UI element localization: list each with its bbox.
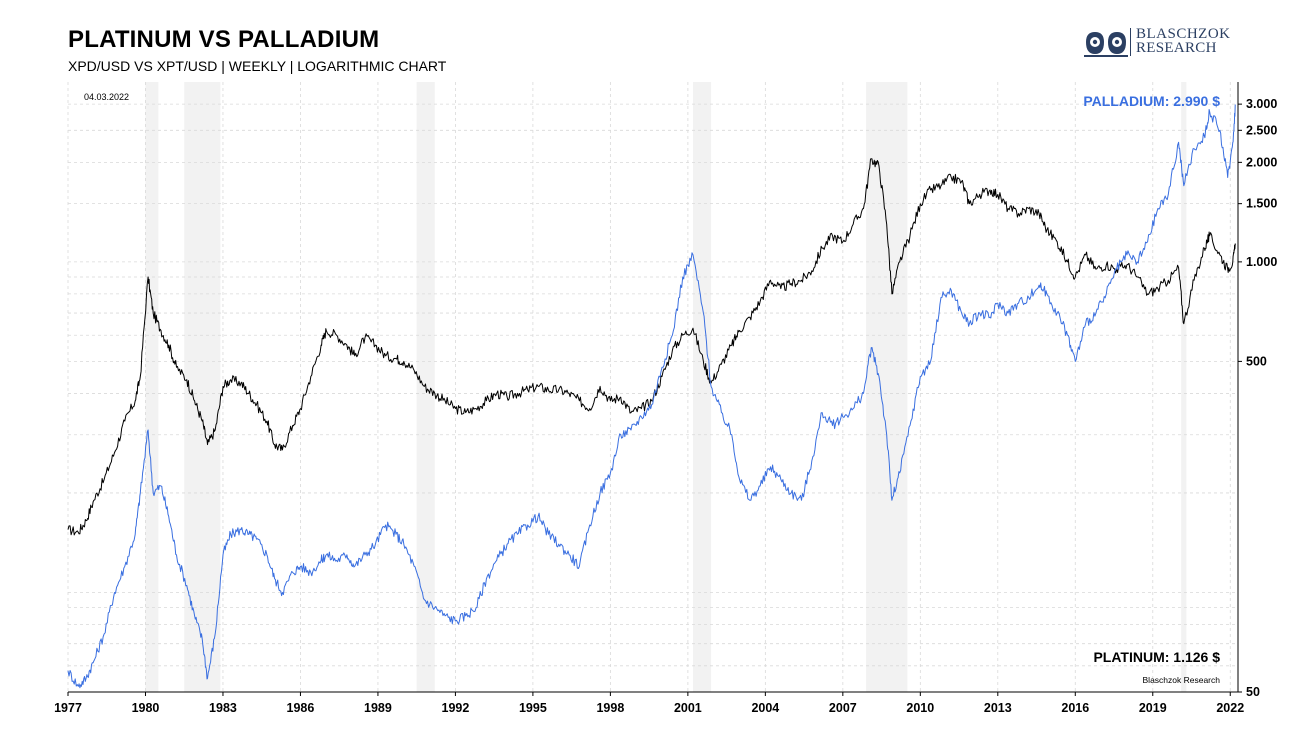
logo-line2: RESEARCH xyxy=(1136,40,1217,56)
x-tick-label-5: 1992 xyxy=(442,701,470,715)
owls-logo-icon xyxy=(1084,32,1128,57)
x-tick-label-6: 1995 xyxy=(519,701,547,715)
series-line-platinum xyxy=(67,158,1236,536)
x-tick-label-1: 1980 xyxy=(132,701,160,715)
chart-date-label: 04.03.2022 xyxy=(84,92,129,102)
recession-band-0 xyxy=(145,82,159,692)
blaschzok-logo: BLASCHZOK RESEARCH xyxy=(1084,26,1244,62)
x-tick-label-7: 1998 xyxy=(596,701,624,715)
series-line-palladium xyxy=(67,104,1236,689)
y-tick-label-0: 3.000 xyxy=(1246,97,1277,111)
y-tick-label-2: 2.000 xyxy=(1246,155,1277,169)
logo-line1: BLASCHZOK xyxy=(1136,26,1231,42)
y-tick-label-5: 500 xyxy=(1246,354,1267,368)
source-label: Blaschzok Research xyxy=(1143,675,1221,685)
logo-separator xyxy=(1130,28,1131,56)
recession-bands xyxy=(145,82,1187,692)
recession-band-3 xyxy=(693,82,712,692)
x-tick-label-14: 2019 xyxy=(1139,701,1167,715)
x-tick-label-3: 1986 xyxy=(287,701,315,715)
platinum-last-label: PLATINUM: 1.126 $ xyxy=(1093,649,1220,665)
x-tick-label-15: 2022 xyxy=(1216,701,1244,715)
series-lines xyxy=(67,104,1236,689)
x-tick-label-4: 1989 xyxy=(364,701,392,715)
x-tick-label-11: 2010 xyxy=(906,701,934,715)
chart-axes: 1977 1980 1983 1986 1989 1992 1995 1998 2001 2004… xyxy=(54,82,1277,715)
recession-band-1 xyxy=(184,82,221,692)
x-tick-label-0: 1977 xyxy=(54,701,82,715)
x-tick-label-13: 2016 xyxy=(1061,701,1089,715)
y-tick-label-4: 1.000 xyxy=(1246,255,1277,269)
x-tick-label-10: 2007 xyxy=(829,701,857,715)
logo-wordmark: BLASCHZOK RESEARCH xyxy=(1136,26,1231,56)
recession-band-4 xyxy=(866,82,908,692)
palladium-last-label: PALLADIUM: 2.990 $ xyxy=(1083,93,1220,109)
y-tick-label-1: 2.500 xyxy=(1246,123,1277,137)
y-tick-label-6: 50 xyxy=(1246,685,1260,699)
recession-band-5 xyxy=(1181,82,1187,692)
chart-subtitle: XPD/USD VS XPT/USD | WEEKLY | LOGARITHMI… xyxy=(68,58,447,74)
x-tick-label-8: 2001 xyxy=(674,701,702,715)
y-tick-label-3: 1.500 xyxy=(1246,197,1277,211)
x-tick-label-12: 2013 xyxy=(984,701,1012,715)
chart-title: PLATINUM VS PALLADIUM xyxy=(68,26,380,53)
chart-labels: 04.03.2022 PALLADIUM: 2.990 $ PLATINUM: … xyxy=(84,92,1220,685)
grid-lines xyxy=(67,82,1238,692)
x-tick-label-2: 1983 xyxy=(209,701,237,715)
x-tick-label-9: 2004 xyxy=(751,701,779,715)
